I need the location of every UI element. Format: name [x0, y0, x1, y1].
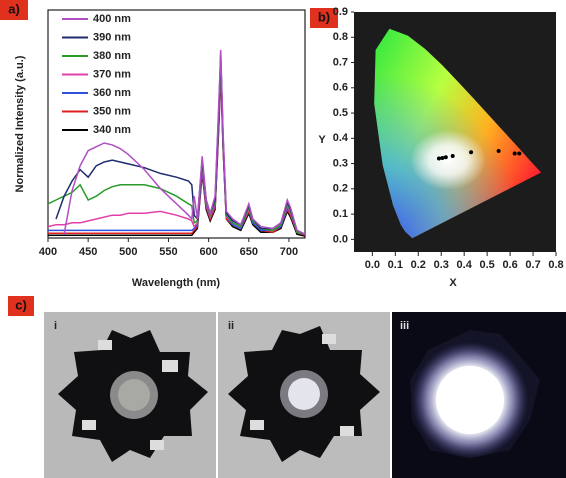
chromaticity-point — [440, 156, 444, 160]
x-tick-label: 0.8 — [548, 259, 563, 271]
photo-caption: i — [54, 320, 57, 332]
x-tick-label: 400 — [39, 246, 57, 258]
legend-label: 400 nm — [93, 13, 131, 25]
y-axis-title: Normalized Intensity (a.u.) — [14, 55, 26, 192]
panel-label: b) — [318, 9, 330, 24]
legend-label: 370 nm — [93, 68, 131, 80]
y-tick-label: 0.0 — [333, 233, 348, 245]
chromaticity-point — [451, 154, 455, 158]
x-tick-label: 0.0 — [365, 259, 380, 271]
legend-label: 390 nm — [93, 31, 131, 43]
chromaticity-point — [497, 149, 501, 153]
x-tick-label: 0.6 — [502, 259, 517, 271]
photo-caption: ii — [228, 320, 234, 332]
x-axis-title: Wavelength (nm) — [132, 277, 221, 289]
x-tick-label: 0.5 — [479, 259, 494, 271]
y-tick-label: 0.3 — [333, 157, 348, 169]
x-axis-title: X — [449, 277, 457, 289]
y-tick-label: 0.2 — [333, 183, 348, 195]
photo-iii — [392, 312, 566, 478]
chromaticity-point — [444, 155, 448, 159]
photo-caption: iii — [400, 320, 409, 332]
x-tick-label: 700 — [280, 246, 298, 258]
x-tick-label: 0.2 — [411, 259, 426, 271]
x-tick-label: 450 — [79, 246, 97, 258]
y-axis-title: Y — [318, 134, 326, 146]
spectrum-line — [48, 58, 305, 235]
spectrum-line — [48, 61, 305, 234]
x-tick-label: 650 — [240, 246, 258, 258]
y-tick-label: 0.8 — [333, 31, 348, 43]
photo-ii — [218, 312, 390, 478]
panel-label: a) — [8, 1, 20, 16]
photo-i — [44, 312, 216, 478]
x-tick-label: 0.4 — [457, 259, 473, 271]
y-tick-label: 0.4 — [333, 132, 349, 144]
y-tick-label: 0.6 — [333, 82, 348, 94]
x-tick-label: 0.7 — [525, 259, 540, 271]
y-tick-label: 0.5 — [333, 107, 348, 119]
x-tick-label: 600 — [199, 246, 217, 258]
x-tick-label: 500 — [119, 246, 137, 258]
chromaticity-point — [437, 157, 441, 161]
x-tick-label: 0.1 — [388, 259, 403, 271]
panel-label: c) — [15, 297, 27, 312]
figure: a) Wavelength (nm) Normalized Intensity … — [0, 0, 566, 478]
legend-label: 350 nm — [93, 105, 131, 117]
legend-label: 340 nm — [93, 124, 131, 136]
chromaticity-point — [517, 151, 521, 155]
y-tick-label: 0.1 — [333, 208, 348, 220]
chromaticity-point — [513, 151, 517, 155]
spectrum-line — [48, 63, 305, 234]
legend-label: 360 nm — [93, 87, 131, 99]
x-tick-label: 550 — [159, 246, 177, 258]
x-tick-label: 0.3 — [434, 259, 449, 271]
y-tick-label: 0.7 — [333, 56, 348, 68]
y-tick-label: 0.9 — [333, 6, 348, 18]
legend-label: 380 nm — [93, 50, 131, 62]
chromaticity-point — [469, 150, 473, 154]
